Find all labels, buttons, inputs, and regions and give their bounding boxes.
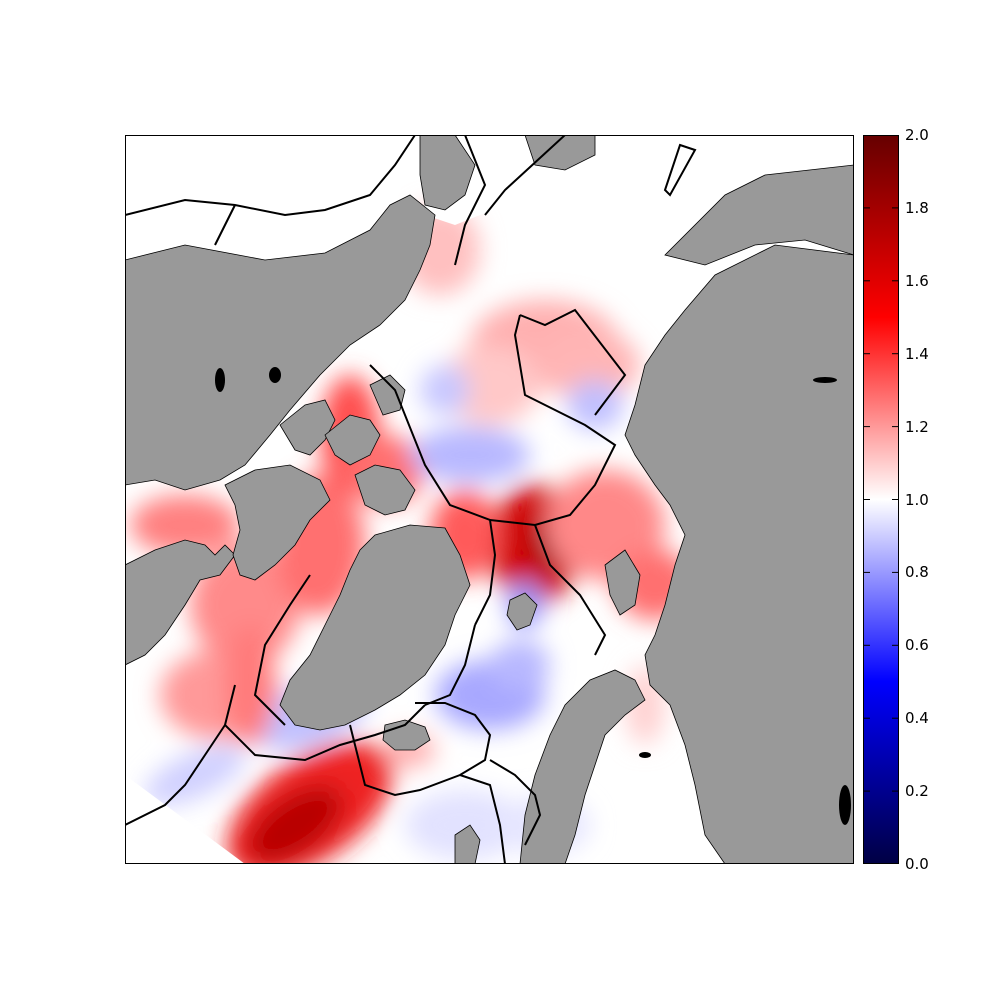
colorbar-tick-label: 1.2 [905, 417, 929, 436]
colorbar-tick-label: 0.6 [905, 636, 929, 655]
map-border [125, 135, 854, 864]
region-boundaries [125, 135, 697, 864]
land [125, 135, 854, 864]
no-data-mask [125, 135, 854, 864]
colorbar-tick-label: 0.2 [905, 782, 929, 801]
lakes [215, 367, 851, 825]
colorbar-tick-label: 2.0 [905, 126, 929, 144]
colorbar-ticks [863, 135, 899, 864]
colorbar-tick-label: 1.8 [905, 198, 929, 217]
colorbar-tick-label: 1.4 [905, 344, 929, 363]
colorbar [863, 135, 899, 864]
colorbar-tick-label: 1.0 [905, 490, 929, 509]
colorbar-tick-label: 0.8 [905, 563, 929, 582]
colorbar-tick-label: 1.6 [905, 271, 929, 290]
colorbar-tick-label: 0.0 [905, 855, 929, 873]
colorbar-tick-label: 0.4 [905, 709, 929, 728]
arctic-map [125, 135, 854, 864]
